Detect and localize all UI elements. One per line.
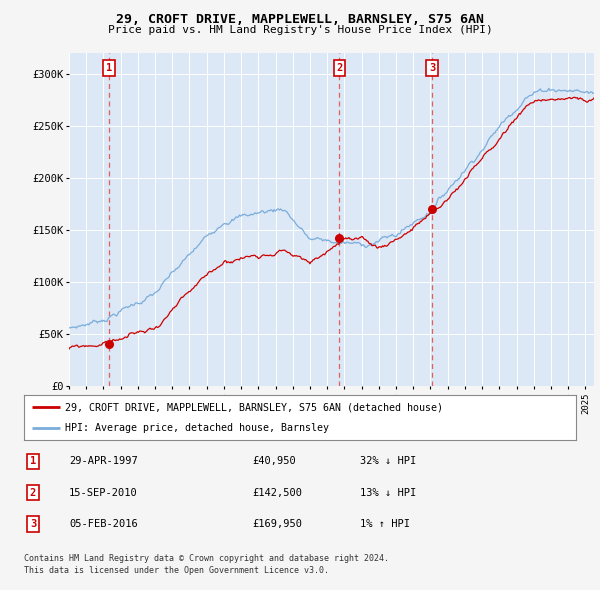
- Text: HPI: Average price, detached house, Barnsley: HPI: Average price, detached house, Barn…: [65, 422, 329, 432]
- Text: 32% ↓ HPI: 32% ↓ HPI: [360, 457, 416, 466]
- Text: 29, CROFT DRIVE, MAPPLEWELL, BARNSLEY, S75 6AN: 29, CROFT DRIVE, MAPPLEWELL, BARNSLEY, S…: [116, 13, 484, 26]
- Text: 1: 1: [30, 457, 36, 466]
- Text: £142,500: £142,500: [252, 488, 302, 497]
- Text: 1: 1: [106, 63, 112, 73]
- Text: 3: 3: [429, 63, 435, 73]
- Text: 05-FEB-2016: 05-FEB-2016: [69, 519, 138, 529]
- Text: 29-APR-1997: 29-APR-1997: [69, 457, 138, 466]
- Text: 3: 3: [30, 519, 36, 529]
- Text: £40,950: £40,950: [252, 457, 296, 466]
- Text: Price paid vs. HM Land Registry's House Price Index (HPI): Price paid vs. HM Land Registry's House …: [107, 25, 493, 35]
- Text: 1% ↑ HPI: 1% ↑ HPI: [360, 519, 410, 529]
- Text: This data is licensed under the Open Government Licence v3.0.: This data is licensed under the Open Gov…: [24, 566, 329, 575]
- Text: 15-SEP-2010: 15-SEP-2010: [69, 488, 138, 497]
- Text: 2: 2: [336, 63, 343, 73]
- Text: Contains HM Land Registry data © Crown copyright and database right 2024.: Contains HM Land Registry data © Crown c…: [24, 555, 389, 563]
- Text: £169,950: £169,950: [252, 519, 302, 529]
- Text: 2: 2: [30, 488, 36, 497]
- Text: 13% ↓ HPI: 13% ↓ HPI: [360, 488, 416, 497]
- Text: 29, CROFT DRIVE, MAPPLEWELL, BARNSLEY, S75 6AN (detached house): 29, CROFT DRIVE, MAPPLEWELL, BARNSLEY, S…: [65, 402, 443, 412]
